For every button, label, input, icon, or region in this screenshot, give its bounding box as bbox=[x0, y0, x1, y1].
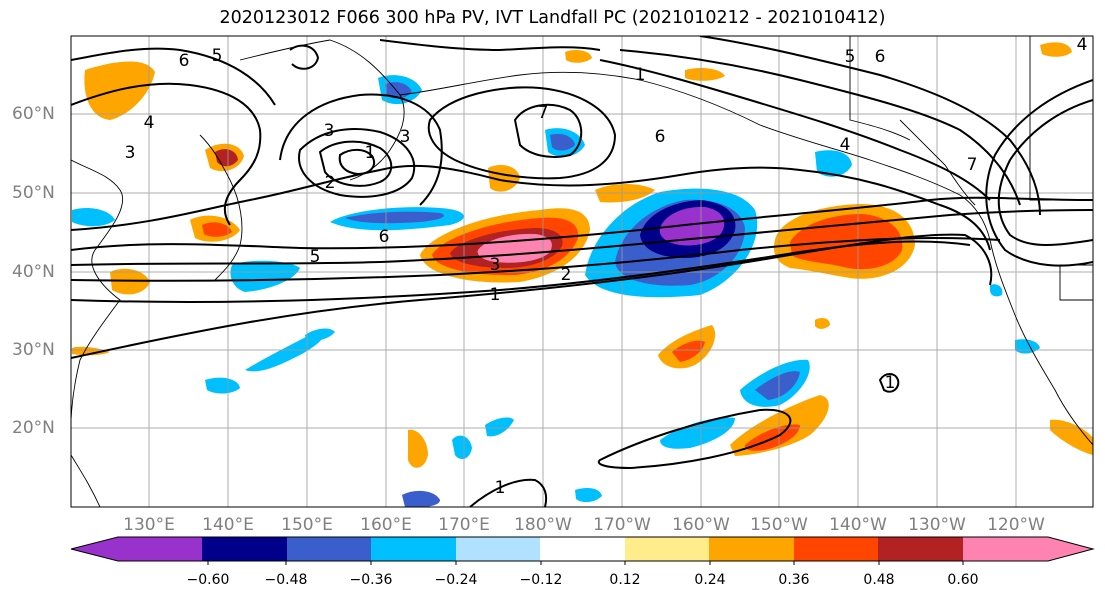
lon-label: 130°W bbox=[908, 515, 966, 535]
lon-label: 160°E bbox=[360, 515, 412, 535]
contour-label: 1 bbox=[885, 373, 896, 393]
contour-label: 4 bbox=[840, 135, 851, 155]
lon-label: 150°W bbox=[750, 515, 808, 535]
colorbar-tick-label: −0.60 bbox=[186, 572, 230, 588]
contour-labels: 6 5 5 4 3 3 1 2 3 7 6 4 6 5 6 5 3 2 1 4 … bbox=[125, 35, 1088, 498]
lat-label: 60°N bbox=[12, 104, 55, 124]
contour-label: 3 bbox=[490, 255, 501, 275]
contour-label: 6 bbox=[179, 51, 190, 71]
colorbar-tick-label: 0.24 bbox=[694, 572, 726, 588]
lat-label: 20°N bbox=[12, 418, 55, 438]
graticule bbox=[71, 36, 1093, 507]
colorbar-tick-label: −0.48 bbox=[264, 572, 308, 588]
lon-label: 130°E bbox=[123, 515, 175, 535]
contour-label: 3 bbox=[400, 127, 411, 147]
contour-label: 3 bbox=[324, 121, 335, 141]
contour-label: 6 bbox=[655, 127, 666, 147]
contour-label: 5 bbox=[845, 47, 856, 67]
contour-label: 5 bbox=[310, 247, 321, 267]
lon-label: 180°W bbox=[514, 515, 572, 535]
pv-contours bbox=[71, 36, 1093, 507]
map-frame bbox=[70, 35, 1094, 508]
colorbar-tick-label: 0.12 bbox=[609, 572, 641, 588]
colorbar-tick-label: −0.24 bbox=[434, 572, 478, 588]
lon-label: 150°E bbox=[281, 515, 333, 535]
lon-label: 160°W bbox=[672, 515, 730, 535]
map-title: 2020123012 F066 300 hPa PV, IVT Landfall… bbox=[219, 8, 886, 28]
contour-label: 6 bbox=[379, 227, 390, 247]
lon-label: 170°W bbox=[593, 515, 651, 535]
colorbar-tick-label: −0.36 bbox=[349, 572, 393, 588]
contour-label: 1 bbox=[495, 478, 506, 498]
contour-label: 7 bbox=[538, 103, 549, 123]
contour-label: 1 bbox=[365, 143, 376, 163]
colorbar-tick-label: 0.60 bbox=[947, 572, 979, 588]
lat-label: 30°N bbox=[12, 340, 55, 360]
lon-label: 140°W bbox=[829, 515, 887, 535]
contour-label: 2 bbox=[561, 265, 572, 285]
colorbar-tick-label: −0.12 bbox=[519, 572, 563, 588]
contour-label: 4 bbox=[1077, 35, 1088, 55]
colorbar-tick-label: 0.36 bbox=[778, 572, 810, 588]
lon-label: 140°E bbox=[202, 515, 254, 535]
colorbar-tick-label: 0.48 bbox=[863, 572, 895, 588]
lat-label: 40°N bbox=[12, 262, 55, 282]
lon-label: 170°E bbox=[438, 515, 490, 535]
contour-label: 5 bbox=[212, 46, 223, 66]
contour-label: 2 bbox=[325, 173, 336, 193]
lat-label: 50°N bbox=[12, 183, 55, 203]
lon-label: 120°W bbox=[987, 515, 1045, 535]
contour-label: 1 bbox=[490, 285, 501, 305]
contour-label: 3 bbox=[125, 143, 136, 163]
contour-label: 4 bbox=[144, 113, 155, 133]
contour-label: 1 bbox=[635, 65, 646, 85]
contour-label: 6 bbox=[875, 47, 886, 67]
contour-label: 7 bbox=[967, 155, 978, 175]
